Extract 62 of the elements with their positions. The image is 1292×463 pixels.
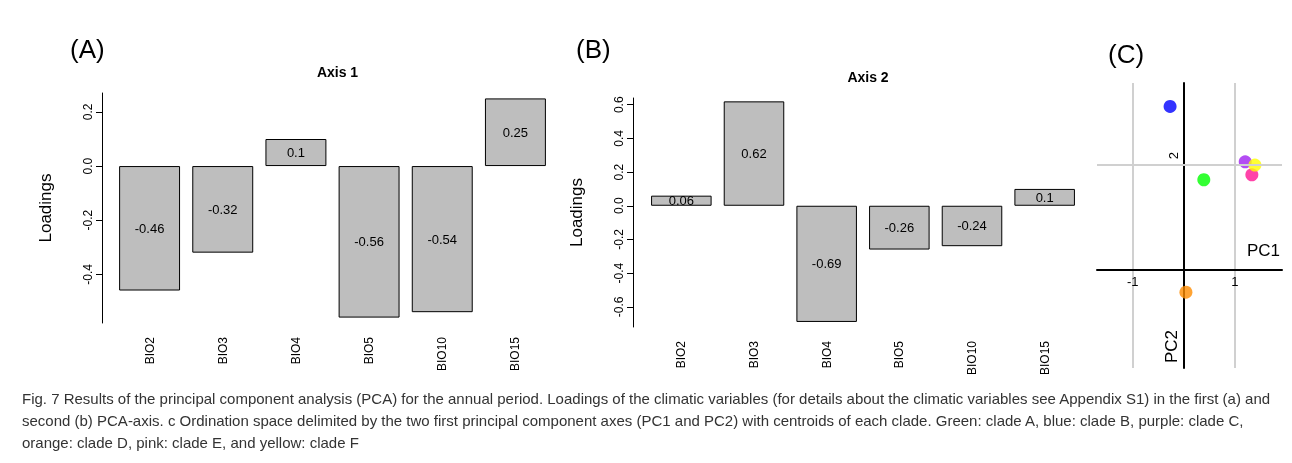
bar — [723, 101, 785, 206]
y-axis-title: Loadings — [36, 173, 55, 243]
annotation: 2 — [1166, 152, 1182, 160]
y-tick-label: 0.2 — [81, 103, 95, 121]
data-label: -0.26 — [884, 220, 915, 236]
data-label: -0.46 — [134, 220, 165, 236]
caption: Fig. 7 Results of the principal component analysis (PCA) for the annual period. Loadings of the climatic variables (for details about the climatic variables see Appendix S1) in the first (a) and second (b) PCA-axis. c Ordination space delimited by the two first principal component axes (PC1 and PC2) with centroids of each clade. Green: clade A, blue: clade B, purple: clade C, orange: clade D, pink: clade E, and yellow: clade F — [22, 389, 1272, 453]
chart-title: Axis 2 — [847, 69, 889, 85]
x-tick-label: BIO5 — [362, 336, 377, 365]
bar — [338, 166, 400, 318]
y-tick-label: 0.2 — [612, 163, 626, 181]
y-tick-label: -0.4 — [612, 262, 626, 284]
text: (B) — [576, 34, 611, 64]
x-tick-label: BIO10 — [435, 336, 450, 372]
data-label: 0.06 — [668, 193, 694, 209]
point — [1163, 99, 1177, 113]
data-label: 0.1 — [1035, 189, 1054, 205]
data-label: -0.24 — [957, 218, 987, 234]
x-axis-title: PC1 — [1247, 241, 1281, 261]
y-axis-title: PC2 — [1161, 329, 1181, 363]
bar — [484, 98, 546, 167]
y-tick-label: -0.2 — [81, 209, 95, 231]
x-tick-label: BIO15 — [1037, 340, 1052, 376]
x-tick-label: BIO5 — [892, 340, 907, 369]
point — [1179, 285, 1193, 299]
bar — [796, 205, 857, 322]
bar — [869, 205, 930, 250]
bar — [411, 166, 473, 313]
x-tick-label: BIO4 — [819, 340, 834, 369]
x-tick-label: BIO3 — [747, 340, 761, 369]
y-axis-title: Loadings — [567, 177, 586, 248]
bar — [941, 205, 1003, 247]
point — [1197, 173, 1211, 187]
data-label: 0.62 — [741, 146, 767, 162]
chart-title: Axis 1 — [316, 64, 359, 80]
x-tick-label: BIO2 — [674, 340, 689, 369]
x-tick-label: BIO4 — [288, 336, 303, 365]
x-tick-label: BIO10 — [965, 340, 979, 376]
y-tick-label: -0.2 — [612, 228, 626, 250]
data-label: -0.56 — [354, 234, 384, 250]
data-label: 0.1 — [286, 145, 305, 161]
x-tick-label: BIO15 — [508, 336, 523, 372]
x-tick-label: -1 — [1126, 274, 1139, 290]
data-label: 0.25 — [502, 124, 529, 140]
x-tick-label: 1 — [1231, 274, 1239, 290]
bar — [192, 166, 254, 253]
y-tick-label: -0.6 — [612, 296, 626, 318]
data-label: -0.69 — [811, 256, 842, 272]
y-tick-label: 0.0 — [81, 157, 95, 175]
bar — [265, 139, 327, 167]
data-label: -0.54 — [427, 231, 458, 247]
x-tick-label: BIO2 — [142, 336, 157, 365]
data-label: -0.32 — [207, 201, 238, 217]
bar — [1014, 188, 1075, 206]
y-tick-label: 0.4 — [612, 129, 626, 147]
text: (C) — [1108, 39, 1145, 69]
y-tick-label: 0.0 — [612, 197, 626, 215]
text: (A) — [70, 34, 105, 64]
y-tick-label: -0.4 — [81, 263, 95, 285]
bar — [119, 166, 181, 291]
x-tick-label: BIO3 — [215, 336, 230, 365]
y-tick-label: 0.6 — [612, 96, 626, 114]
